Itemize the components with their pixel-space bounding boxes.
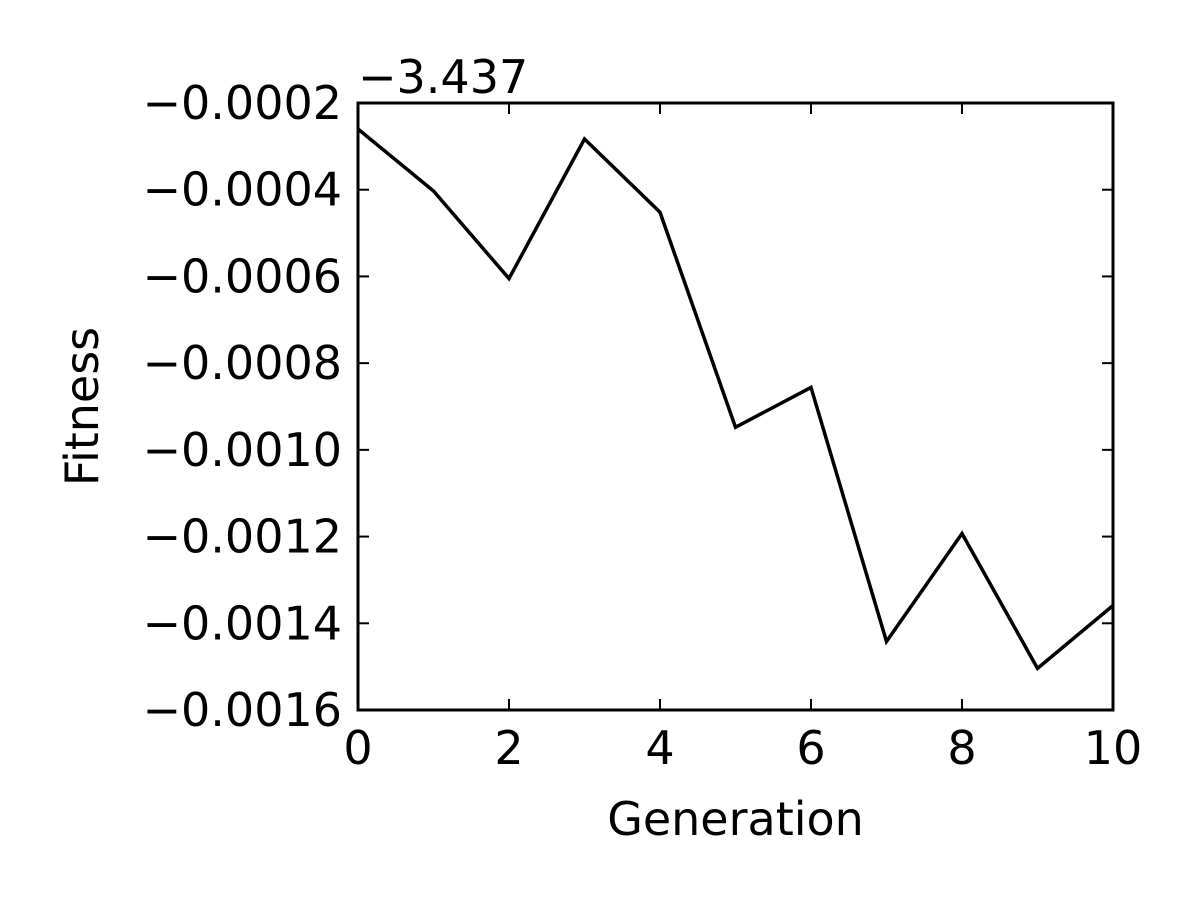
y-tick-label: −0.0014 xyxy=(143,596,343,650)
y-tick-label: −0.0002 xyxy=(143,76,343,130)
y-tick-label: −0.0010 xyxy=(143,423,343,477)
y-tick-label: −0.0016 xyxy=(143,683,343,737)
x-tick-label: 0 xyxy=(343,721,372,775)
y-tick-label: −0.0006 xyxy=(143,249,343,303)
tick-label-layer: 0 2 4 6 8 10 −0.0002 −0.0004 −0.0006 −0.0008 −0.00… xyxy=(143,76,1143,775)
x-tick-label: 2 xyxy=(494,721,523,775)
y-axis-label: Fitness xyxy=(55,327,109,486)
x-tick-label: 10 xyxy=(1084,721,1143,775)
x-tick-label: 6 xyxy=(796,721,825,775)
y-tick-label: −0.0008 xyxy=(143,336,343,390)
plot-frame xyxy=(356,101,1115,712)
x-tick-label: 4 xyxy=(645,721,674,775)
y-axis-offset-label: −3.437 xyxy=(358,50,528,104)
y-tick-label: −0.0004 xyxy=(143,163,343,217)
x-axis-label: Generation xyxy=(607,792,864,846)
y-tick-label: −0.0012 xyxy=(143,510,343,564)
x-tick-label: 8 xyxy=(947,721,976,775)
